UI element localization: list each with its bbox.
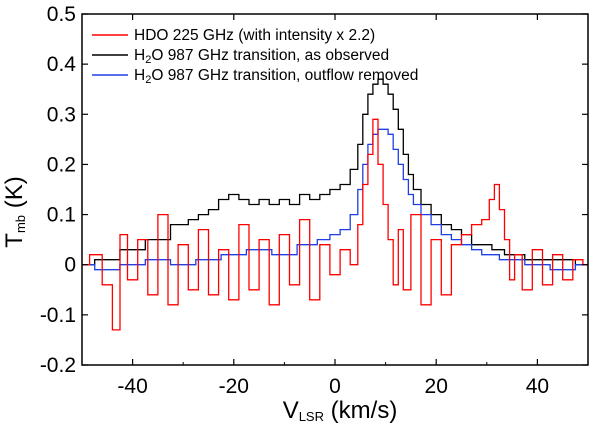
y-tick-label: 0.3: [47, 103, 76, 126]
y-tick-label: 0.5: [47, 3, 76, 26]
x-tick-label: 20: [425, 375, 448, 398]
x-tick-label: -20: [219, 375, 249, 398]
x-axis-title: VLSR (km/s): [283, 397, 398, 424]
x-tick-label: -40: [117, 375, 147, 398]
legend-entry: H2O 987 GHz transition, outflow removed: [134, 67, 418, 86]
y-axis-title: Tmb (K): [1, 176, 28, 247]
series-layer: [82, 79, 588, 330]
y-tick-label: 0: [64, 254, 76, 277]
y-tick-label: -0.1: [40, 304, 76, 327]
y-tick-label: 0.4: [47, 53, 77, 76]
legend: HDO 225 GHz (with intensity x 2.2) H2O 98…: [92, 27, 418, 86]
x-tick-label: 0: [329, 375, 341, 398]
chart: -40 -20 0 20 40 -0.2 -0.1 0 0.1 0.2 0.3 0.4 0.5 VLS…: [0, 0, 600, 425]
x-tick-label: 40: [526, 375, 549, 398]
legend-entry: H2O 987 GHz transition, as observed: [134, 47, 389, 66]
y-tick-label: 0.2: [47, 153, 76, 176]
series-line-0: [82, 119, 588, 330]
y-tick-label: -0.2: [40, 354, 76, 377]
y-tick-label: 0.1: [47, 204, 76, 227]
legend-entry: HDO 225 GHz (with intensity x 2.2): [134, 27, 375, 44]
